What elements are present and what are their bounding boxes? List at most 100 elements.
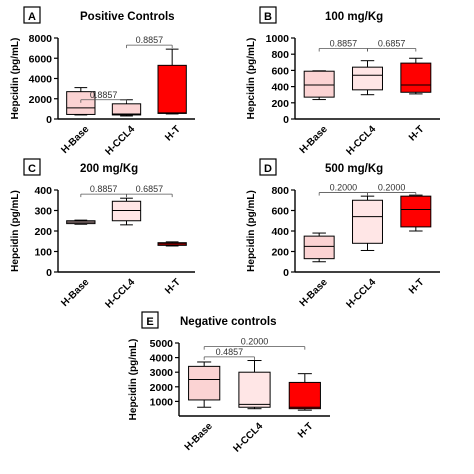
box-body [288, 381, 321, 410]
box-body [352, 199, 383, 244]
p-value-label: 0.8857 [330, 39, 358, 49]
box-body [111, 103, 142, 116]
x-tick-label: H-CCL4 [344, 277, 378, 311]
comparison-bracket: 0.8857 [126, 35, 173, 49]
y-axis-label: Hepcidin (pg/mL) [128, 339, 139, 421]
x-tick-label: H-CCL4 [103, 277, 137, 311]
box-h-base: H-Base [298, 70, 335, 156]
box-body [352, 66, 383, 91]
box-h-t: H-T [157, 48, 187, 144]
panel-letter: A [28, 11, 36, 23]
y-tick-label: 800 [271, 49, 289, 61]
panel-letter: C [28, 163, 36, 175]
box-h-t: H-T [400, 57, 432, 144]
y-tick-label: 800 [271, 185, 289, 197]
box-body [66, 91, 96, 115]
p-value-label: 0.6857 [136, 184, 164, 194]
panel-e: E Negative controls 1000 2000 3000 4000 5000 He… [128, 311, 330, 455]
box-body [400, 195, 432, 228]
comparison-bracket: 0.2000 [318, 183, 368, 196]
box-h-ccl4: H-CCL4 [103, 197, 142, 311]
comparison-bracket: 0.2000 [367, 183, 417, 196]
panel-title: 200 mg/Kg [80, 163, 138, 175]
x-tick-label: H-T [163, 124, 183, 144]
y-tick-label: 4000 [150, 353, 174, 365]
comparison-bracket: 0.6857 [126, 184, 173, 198]
p-value-label: 0.6857 [378, 39, 406, 49]
x-tick-label: H-CCL4 [231, 421, 265, 455]
y-tick-label: 2000 [150, 382, 174, 394]
x-tick-label: H-Base [59, 277, 91, 309]
y-axis-label: Hepcidin (pg/mL) [246, 190, 257, 272]
panel-title: 500 mg/Kg [325, 163, 383, 175]
comparison-bracket: 0.2000 [203, 337, 306, 350]
x-tick-label: H-Base [59, 124, 91, 156]
y-tick-label: 1000 [266, 33, 290, 45]
y-tick-label: 6000 [29, 53, 53, 65]
p-value-label: 0.8857 [136, 35, 164, 45]
panel-d: D 500 mg/Kg 0 200 400 600 800 Hepcidin (pg/mL) H… [246, 158, 440, 311]
y-tick-label: 100 [34, 247, 52, 259]
comparison-bracket: 0.6857 [367, 39, 417, 52]
panel-letter: B [264, 11, 272, 23]
box-body [238, 371, 271, 408]
y-tick-label: 5000 [150, 338, 174, 350]
box-h-ccl4: H-CCL4 [344, 195, 383, 311]
panel-letter-box [23, 6, 41, 24]
x-tick-label: H-Base [183, 421, 215, 453]
y-tick-label: 1000 [150, 396, 174, 408]
x-tick-label: H-CCL4 [103, 124, 137, 158]
box-body [303, 70, 335, 98]
y-tick-label: 600 [271, 206, 289, 218]
box-body [157, 64, 187, 114]
x-tick-label: H-T [163, 277, 183, 297]
panel-letter: E [146, 316, 153, 328]
box-h-base: H-Base [183, 361, 221, 453]
x-tick-label: H-Base [298, 277, 330, 309]
box-body [188, 365, 221, 401]
y-tick-label: 0 [283, 114, 289, 126]
panel-c: C 200 mg/Kg 0 100 200 300 400 Hepcidin (pg/mL) H… [10, 158, 195, 311]
y-tick-label: 0 [46, 114, 52, 126]
box-body [303, 235, 335, 260]
panel-letter: D [264, 163, 272, 175]
panel-letter-box [23, 158, 41, 176]
panel-title: Positive Controls [80, 11, 175, 23]
box-h-t: H-T [400, 194, 432, 296]
panel-letter-box [259, 158, 277, 176]
box-h-ccl4: H-CCL4 [231, 360, 271, 455]
p-value-label: 0.8857 [90, 90, 118, 100]
box-h-base: H-Base [59, 219, 96, 309]
box-h-ccl4: H-CCL4 [344, 60, 383, 158]
panel-letter-box [259, 6, 277, 24]
panel-title: 100 mg/Kg [325, 11, 383, 23]
comparison-bracket: 0.8857 [80, 90, 127, 103]
y-tick-label: 200 [271, 98, 289, 110]
y-tick-label: 3000 [150, 367, 174, 379]
panel-letter-box [141, 311, 159, 329]
x-tick-label: H-Base [298, 124, 330, 156]
y-tick-label: 400 [271, 226, 289, 238]
box-h-ccl4: H-CCL4 [103, 99, 142, 158]
p-value-label: 0.2000 [378, 183, 406, 193]
y-tick-label: 200 [271, 247, 289, 259]
y-axis-label: Hepcidin (pg/mL) [246, 38, 257, 120]
box-body [111, 200, 142, 222]
box-h-t: H-T [157, 241, 187, 297]
y-tick-label: 0 [283, 267, 289, 279]
p-value-label: 0.4857 [216, 347, 244, 357]
x-tick-label: H-T [296, 421, 316, 441]
x-tick-label: H-T [407, 124, 427, 144]
box-h-t: H-T [288, 373, 321, 441]
x-tick-label: H-CCL4 [344, 124, 378, 158]
comparison-bracket: 0.4857 [203, 347, 255, 360]
y-tick-label: 8000 [29, 33, 53, 45]
box-body [400, 62, 432, 93]
y-tick-label: 400 [34, 185, 52, 197]
box-h-base: H-Base [298, 232, 335, 309]
y-tick-label: 300 [34, 206, 52, 218]
p-value-label: 0.8857 [90, 184, 118, 194]
comparison-bracket: 0.8857 [318, 39, 368, 52]
p-value-label: 0.2000 [241, 337, 269, 347]
